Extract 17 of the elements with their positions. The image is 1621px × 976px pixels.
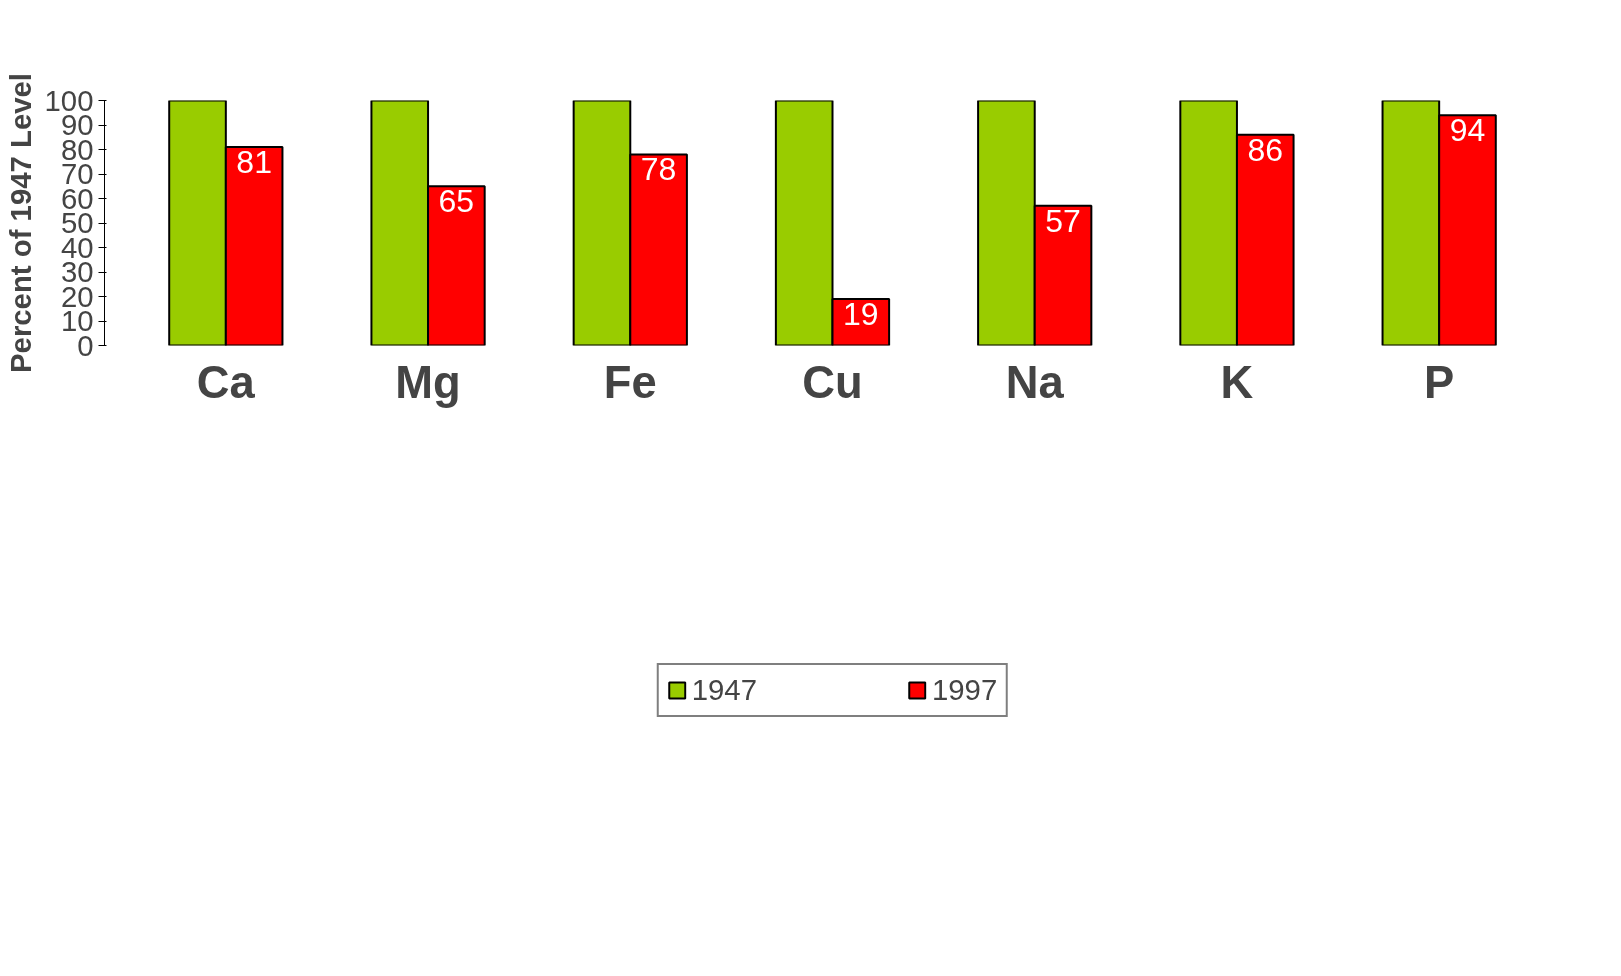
data-label: 57 [1045, 202, 1081, 239]
data-label: 19 [843, 295, 879, 332]
data-label: 94 [1449, 112, 1486, 149]
x-tick-label: Na [1005, 356, 1065, 408]
data-label: 86 [1247, 131, 1284, 168]
data-label: 81 [236, 144, 272, 181]
legend-label: 1997 [932, 673, 998, 707]
data-label: 78 [640, 151, 677, 188]
y-axis-title: Percent of 1947 Level [3, 73, 37, 373]
x-tick-label: P [1424, 356, 1455, 408]
x-tick-label: Cu [802, 356, 863, 408]
legend-label: 1947 [691, 673, 757, 707]
x-tick-label: Fe [603, 356, 657, 408]
x-tick-label: Ca [196, 356, 256, 408]
data-label: 65 [438, 183, 475, 220]
x-tick-label: Mg [395, 356, 461, 408]
x-tick-label: K [1220, 356, 1254, 408]
